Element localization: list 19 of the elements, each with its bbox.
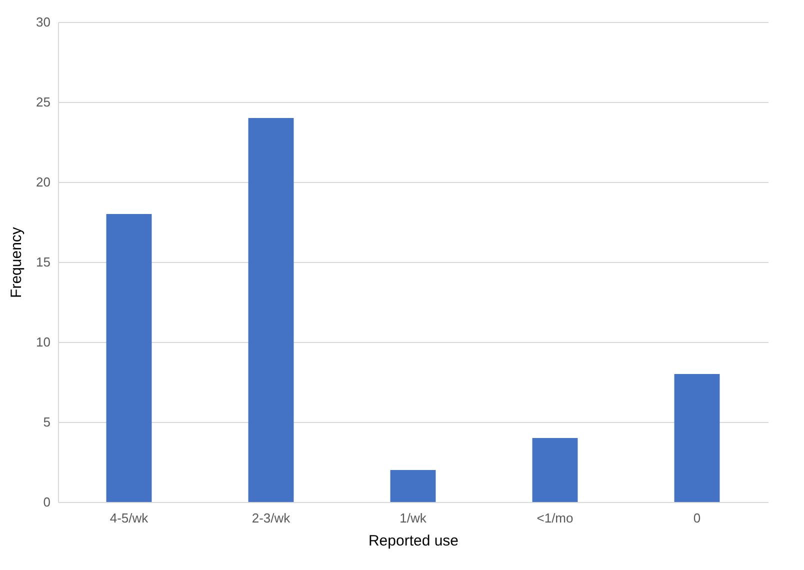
y-tick-label: 0 (43, 494, 50, 510)
y-tick-label: 5 (43, 414, 50, 430)
y-tick-label: 10 (36, 334, 50, 350)
y-tick-label: 30 (36, 14, 50, 30)
bar (248, 118, 294, 502)
y-tick-label: 25 (36, 94, 50, 110)
bar (106, 214, 152, 502)
bar (674, 374, 720, 502)
x-tick-label: 1/wk (400, 510, 427, 526)
x-tick-label: 0 (693, 510, 701, 526)
y-axis-title: Frequency (8, 226, 26, 298)
x-tick-label: 2-3/wk (252, 510, 291, 526)
y-tick-label: 20 (36, 174, 50, 190)
x-tick-label: 4-5/wk (110, 510, 149, 526)
y-tick-label: 15 (36, 254, 50, 270)
bar (390, 470, 436, 502)
x-axis-title: Reported use (368, 532, 459, 550)
bar (532, 438, 578, 502)
x-tick-label: <1/mo (536, 510, 574, 526)
